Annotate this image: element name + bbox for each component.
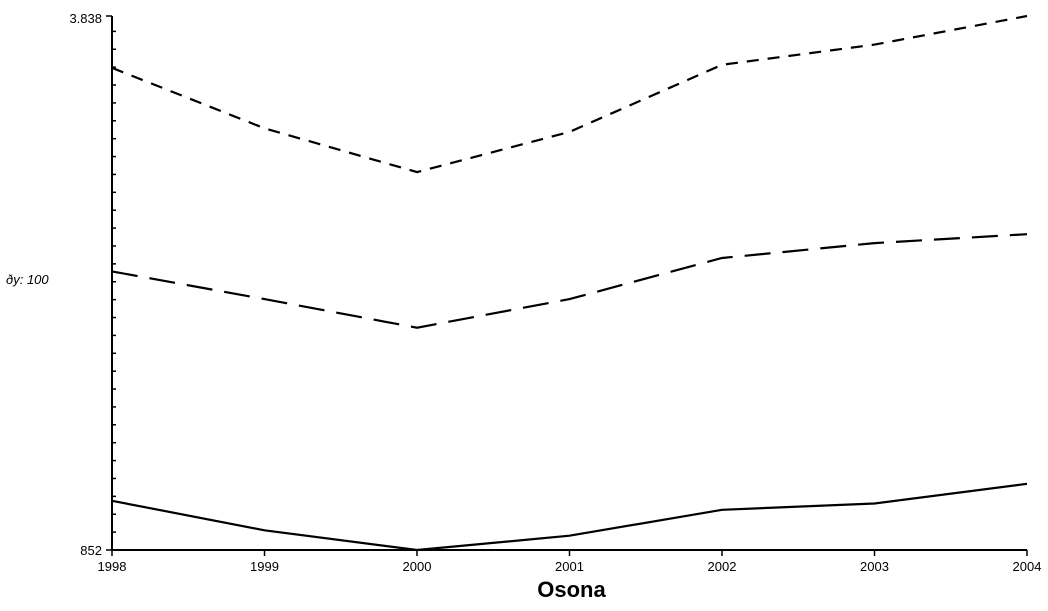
y-max-tick-label: 3.838 <box>69 11 102 26</box>
x-tick-label: 2004 <box>1013 559 1042 574</box>
series-line-solid <box>112 484 1027 550</box>
y-min-tick-label: 852 <box>80 543 102 558</box>
axes <box>106 16 1027 556</box>
x-tick-label: 2000 <box>403 559 432 574</box>
x-axis-title: Osona <box>537 577 606 602</box>
series-layer <box>112 16 1027 550</box>
x-tick-label: 1999 <box>250 559 279 574</box>
x-tick-label: 2002 <box>708 559 737 574</box>
y-step-label: ðy: 100 <box>6 272 49 287</box>
series-line-long-dash <box>112 234 1027 328</box>
series-line-short-dash <box>112 16 1027 172</box>
x-tick-labels: 1998 1999 2000 2001 2002 2003 2004 <box>98 559 1042 574</box>
x-tick-label: 2001 <box>555 559 584 574</box>
x-tick-label: 2003 <box>860 559 889 574</box>
labels-layer: 3.838 852 ðy: 100 Osona 1998 1999 2000 2001… <box>6 11 1041 602</box>
x-tick-label: 1998 <box>98 559 127 574</box>
